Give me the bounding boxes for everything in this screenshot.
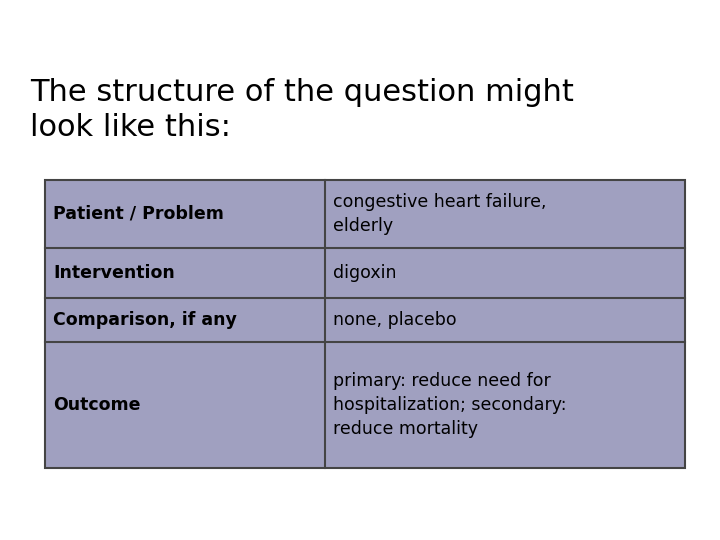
Text: digoxin: digoxin [333, 264, 397, 282]
Text: Intervention: Intervention [53, 264, 175, 282]
Text: congestive heart failure,
elderly: congestive heart failure, elderly [333, 193, 546, 235]
Text: Comparison, if any: Comparison, if any [53, 311, 237, 329]
Bar [45, 180, 685, 468]
Text: primary: reduce need for
hospitalization; secondary:
reduce mortality: primary: reduce need for hospitalization… [333, 373, 567, 437]
Text: Outcome: Outcome [53, 396, 140, 414]
Text: Patient / Problem: Patient / Problem [53, 205, 224, 223]
Text: The structure of the question might
look like this:: The structure of the question might look… [30, 78, 574, 141]
Text: none, placebo: none, placebo [333, 311, 456, 329]
